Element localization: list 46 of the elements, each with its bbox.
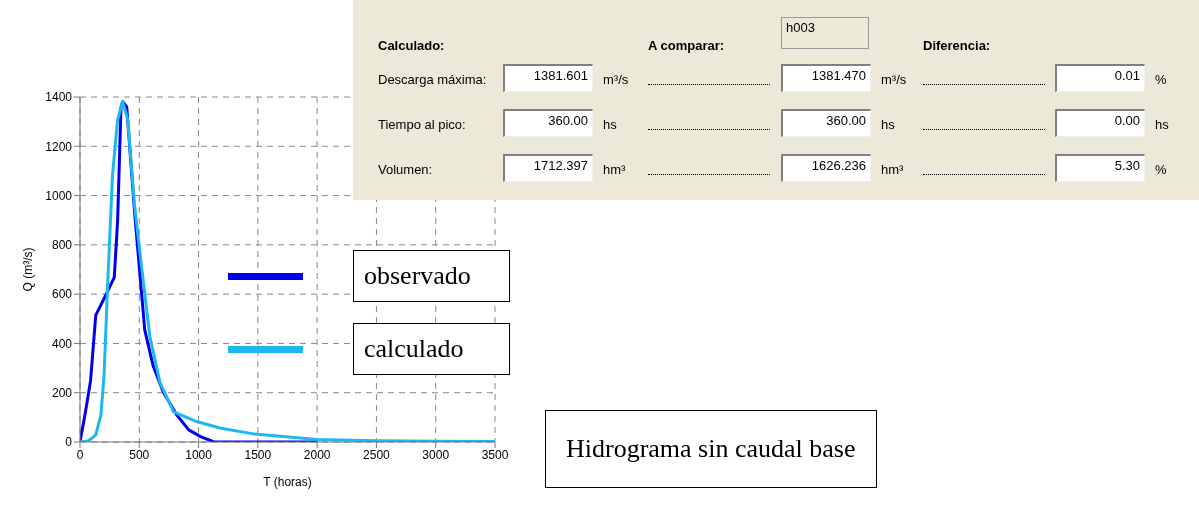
x-axis-title: T (horas) [263,475,312,489]
y-tick-label: 1400 [45,90,73,105]
text: % [1155,162,1167,177]
y-tick-label: 1200 [45,139,73,154]
text: A comparar: [648,38,725,53]
y-tick-label: 200 [51,385,73,400]
text-field: 0.01 [1055,64,1145,92]
y-tick-label: 400 [51,336,73,351]
text-field: 0.00 [1055,109,1145,137]
x-tick-label: 2000 [303,447,331,462]
text: hm³ [603,162,626,177]
text-field: 1712.397 [503,154,593,182]
text: Descarga máxima: [378,72,487,87]
text-field: 360.00 [503,109,593,137]
y-tick-label: 1000 [45,188,73,203]
y-tick-label: 800 [51,238,73,253]
text-field: 1381.601 [503,64,593,92]
x-tick-label: 3500 [481,447,509,462]
x-tick-label: 500 [129,447,150,462]
x-tick-label: 2500 [363,447,391,462]
text: Hidrograma sin caudal base [545,410,877,488]
annotation: Tiempo al pico: [378,117,466,132]
text-field: 1626.236 [781,154,871,182]
text: hm³ [881,162,904,177]
text-field: 360.00 [781,109,871,137]
y-axis-title: Q (m³/s) [21,247,36,292]
x-tick-label: 1500 [244,447,272,462]
annotation: Volumen: [378,162,433,177]
text: Diferencia: [923,38,991,53]
text: hs [603,117,617,132]
legend-label: calculado [353,323,510,375]
y-tick-label: 600 [51,287,73,302]
x-tick-label: 3000 [422,447,450,462]
text: hs [881,117,895,132]
x-tick-label: 1000 [185,447,213,462]
text: m³/s [603,72,629,87]
x-tick-label: 0 [76,447,84,462]
legend-label: observado [353,250,510,302]
text-field: 5.30 [1055,154,1145,182]
text: hs [1155,117,1169,132]
text-field: 1381.470 [781,64,871,92]
text-field: h003 [781,17,869,49]
y-tick-label: 0 [65,435,73,450]
text: Calculado: [378,38,445,53]
text: m³/s [881,72,907,87]
text: % [1155,72,1167,87]
